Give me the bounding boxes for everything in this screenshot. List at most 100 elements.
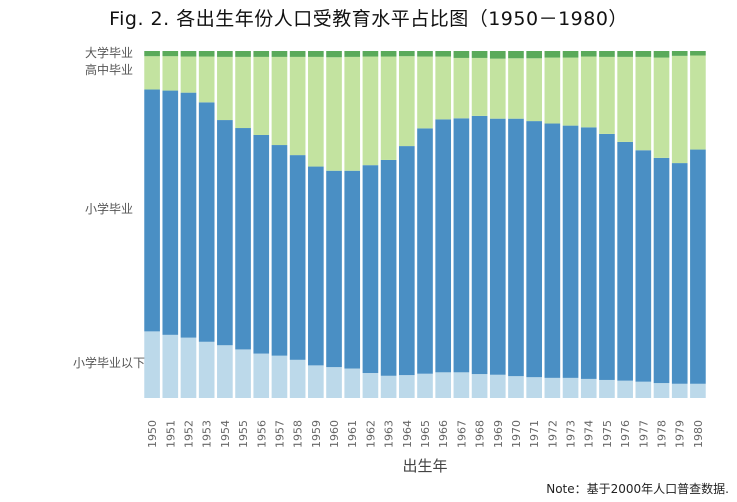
bar-below_primary-1958 (289, 359, 306, 398)
x-tick-label: 1971 (528, 420, 541, 448)
bar-below_primary-1977 (635, 381, 652, 398)
bar-college-1979 (671, 51, 688, 56)
bar-primary-1971 (526, 121, 542, 378)
bar-below_primary-1953 (198, 341, 215, 398)
bar-college-1960 (326, 51, 342, 58)
bar-below_primary-1978 (653, 383, 670, 398)
bar-below_primary-1979 (671, 383, 688, 398)
x-tick-label: 1955 (237, 420, 250, 448)
bar-highschool-1956 (253, 56, 270, 135)
bar-below_primary-1967 (453, 372, 470, 398)
x-tick-label: 1954 (219, 420, 232, 448)
bar-college-1975 (599, 51, 615, 57)
bar-primary-1972 (544, 123, 561, 378)
bar-primary-1952 (180, 92, 197, 338)
bar-highschool-1980 (690, 55, 706, 150)
legend-label-below_primary: 小学毕业以下 (73, 355, 145, 370)
bar-primary-1955 (235, 128, 251, 350)
bar-below_primary-1974 (580, 378, 597, 399)
x-tick-label: 1969 (492, 420, 505, 448)
bar-below_primary-1951 (162, 334, 179, 398)
bar-primary-1961 (344, 170, 361, 369)
bar-below_primary-1963 (380, 375, 397, 398)
bar-college-1972 (544, 51, 561, 58)
bar-primary-1953 (198, 102, 215, 342)
bar-primary-1966 (435, 119, 452, 373)
bar-highschool-1953 (198, 56, 215, 103)
bar-college-1968 (471, 51, 488, 58)
x-tick-label: 1973 (565, 420, 578, 448)
x-tick-label: 1958 (292, 420, 305, 448)
bar-below_primary-1961 (344, 368, 361, 398)
bar-primary-1973 (562, 125, 579, 378)
bar-highschool-1950 (144, 56, 160, 90)
bar-college-1955 (235, 51, 251, 57)
bar-primary-1967 (453, 118, 470, 373)
bar-college-1962 (362, 51, 379, 57)
bar-highschool-1965 (417, 56, 433, 129)
bar-college-1971 (526, 51, 542, 59)
x-tick-label: 1950 (146, 420, 159, 448)
bar-highschool-1966 (435, 56, 452, 120)
bar-primary-1969 (489, 118, 506, 375)
legend-label-college: 大学毕业 (85, 45, 133, 60)
bar-highschool-1975 (599, 56, 615, 134)
bar-primary-1974 (580, 127, 597, 379)
x-tick-label: 1966 (437, 420, 450, 448)
bar-highschool-1968 (471, 57, 488, 116)
bar-highschool-1972 (544, 57, 561, 124)
chart-title: Fig. 2. 各出生年份人口受教育水平占比图（1950－1980） (109, 8, 628, 30)
bar-below_primary-1968 (471, 374, 488, 398)
bar-college-1978 (653, 51, 670, 58)
x-tick-label: 1979 (674, 420, 687, 448)
bar-primary-1963 (380, 159, 397, 376)
bar-highschool-1973 (562, 57, 579, 126)
bar-college-1967 (453, 51, 470, 58)
legend-label-highschool: 高中毕业 (85, 62, 133, 77)
bar-highschool-1954 (217, 56, 233, 121)
bar-below_primary-1970 (508, 376, 524, 398)
x-axis-title: 出生年 (402, 457, 447, 475)
source-note: Note：基于2000年人口普查数据. (546, 482, 729, 496)
bar-below_primary-1971 (526, 377, 542, 398)
bar-college-1965 (417, 51, 433, 57)
legend-label-primary: 小学毕业 (85, 201, 133, 216)
x-tick-label: 1953 (201, 420, 214, 448)
bar-college-1980 (690, 51, 706, 56)
bar-highschool-1969 (489, 58, 506, 119)
x-tick-label: 1952 (182, 420, 195, 448)
bar-below_primary-1966 (435, 372, 452, 398)
bar-highschool-1961 (344, 56, 361, 171)
x-tick-label: 1967 (455, 420, 468, 448)
bar-below_primary-1980 (690, 383, 706, 398)
bar-college-1969 (489, 51, 506, 59)
bar-highschool-1962 (362, 56, 379, 166)
bar-below_primary-1965 (417, 373, 433, 398)
bar-below_primary-1959 (308, 365, 324, 398)
bar-highschool-1959 (308, 56, 324, 167)
bar-college-1950 (144, 51, 160, 57)
bar-primary-1978 (653, 157, 670, 384)
bar-primary-1964 (398, 146, 415, 376)
bar-primary-1975 (599, 133, 615, 380)
bar-college-1953 (198, 51, 215, 57)
bar-primary-1958 (289, 155, 306, 360)
bar-college-1970 (508, 51, 524, 59)
x-tick-label: 1956 (255, 420, 268, 448)
bar-primary-1962 (362, 165, 379, 374)
bar-highschool-1963 (380, 56, 397, 160)
bar-below_primary-1952 (180, 337, 197, 398)
bar-below_primary-1964 (398, 375, 415, 398)
bar-below_primary-1960 (326, 367, 342, 398)
x-tick-label: 1968 (474, 420, 487, 448)
bar-highschool-1952 (180, 56, 197, 93)
x-tick-label: 1957 (273, 420, 286, 448)
bar-primary-1957 (271, 145, 288, 356)
bar-college-1961 (344, 51, 361, 57)
x-tick-label: 1976 (619, 420, 632, 448)
bar-college-1954 (217, 51, 233, 57)
bar-below_primary-1975 (599, 379, 615, 398)
x-tick-label: 1965 (419, 420, 432, 448)
bar-primary-1976 (617, 141, 633, 381)
x-tick-label: 1964 (401, 420, 414, 448)
